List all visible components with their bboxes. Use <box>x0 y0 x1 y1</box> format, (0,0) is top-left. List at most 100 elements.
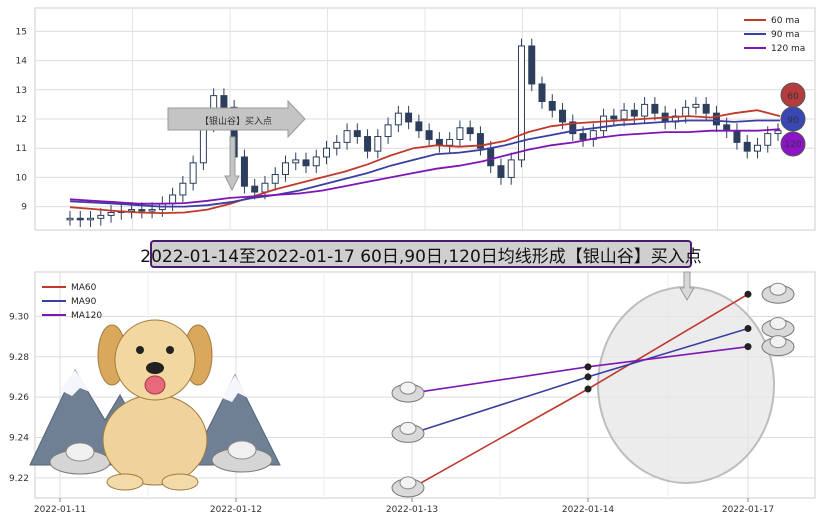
candle-body <box>302 159 310 167</box>
candle-body <box>169 194 177 205</box>
candle-body <box>753 144 761 152</box>
candle-body <box>333 141 341 149</box>
candle-body <box>487 147 495 167</box>
candle-body <box>189 162 197 184</box>
silver-ingot-icon <box>761 317 795 338</box>
bottom-y-tick-label: 9.28 <box>9 353 29 363</box>
ingot-top <box>399 476 417 490</box>
candle-body <box>138 209 146 212</box>
candle-body <box>405 112 413 123</box>
ma-badge-label-120: 120 <box>784 140 801 150</box>
bottom-y-tick-label: 9.30 <box>9 312 29 322</box>
crossover-highlight-circle <box>597 286 775 484</box>
candle-body <box>220 95 228 108</box>
bottom-y-tick-label: 9.24 <box>9 433 29 443</box>
buy-point-callout-arrow <box>167 99 306 139</box>
top-ma120-line <box>69 128 781 205</box>
candle-body <box>261 182 269 193</box>
candle-body <box>600 115 608 132</box>
candle-body <box>559 109 567 123</box>
candle-body <box>712 112 720 126</box>
candle-body <box>415 121 423 132</box>
candle-body <box>517 45 525 161</box>
bottom-y-tick-label: 9.22 <box>9 474 29 484</box>
top-y-tick-label: 9 <box>21 203 27 213</box>
candle-body <box>76 217 84 221</box>
bottom-ma60-point <box>744 290 752 298</box>
bottom-x-tick-label: 2022-01-14 <box>562 505 615 515</box>
candle-body <box>651 103 659 114</box>
dog-eye-right <box>166 346 174 354</box>
bottom-x-tick-label: 2022-01-11 <box>34 505 86 515</box>
bottom-y-tick-label: 9.26 <box>9 393 29 403</box>
candle-body <box>292 159 300 164</box>
ingot-top <box>769 335 787 349</box>
ingot-top <box>769 282 787 296</box>
candle-body <box>323 147 331 158</box>
candle-body <box>148 209 156 212</box>
top-y-tick-label: 11 <box>16 144 27 154</box>
ma-badge-120 <box>780 131 806 157</box>
dog-eye-left <box>136 346 144 354</box>
candle-body <box>394 112 402 126</box>
dog-body <box>102 394 208 486</box>
bottom-ma90-point <box>744 325 752 332</box>
silver-ingot-icon <box>391 381 425 403</box>
candle-body <box>641 103 649 117</box>
candle-body <box>466 127 474 135</box>
top-legend-label-ma120: 120 ma <box>771 44 805 54</box>
candle-body <box>353 130 361 138</box>
silver-ingot-icon <box>391 476 425 498</box>
mountain-snow-right <box>222 375 248 402</box>
candle-body <box>764 133 772 146</box>
candle-body <box>630 109 638 117</box>
candle-body <box>384 124 392 138</box>
candle-body <box>476 133 484 149</box>
silver-ingot-icon <box>761 335 795 357</box>
top-legend-label-ma60: 60 ma <box>771 16 800 26</box>
candle-body <box>497 165 505 178</box>
bottom-x-tick-label: 2022-01-17 <box>722 505 774 515</box>
top-y-tick-label: 10 <box>16 173 28 183</box>
candle-body <box>692 103 700 108</box>
ingot-top <box>399 381 417 395</box>
top-y-tick-label: 13 <box>16 86 27 96</box>
bottom-x-tick-label: 2022-01-12 <box>210 505 262 515</box>
silver-ingot-icon <box>761 282 795 304</box>
candle-body <box>97 214 105 219</box>
bottom-x-tick-label: 2022-01-13 <box>386 505 438 515</box>
candle-body <box>240 156 248 187</box>
candle-body <box>733 130 741 143</box>
dog-nose <box>146 362 164 374</box>
bottom-legend-label-ma90: MA90 <box>71 297 97 307</box>
candle-body <box>538 83 546 102</box>
buy-point-down-arrow <box>224 136 240 192</box>
ma-badge-label-60: 60 <box>787 92 799 102</box>
candle-body <box>66 217 74 221</box>
ingot-left-top <box>65 442 95 462</box>
candle-body <box>507 159 515 178</box>
ma-badge-90 <box>780 106 806 132</box>
bottom-legend-label-ma120: MA120 <box>71 311 102 321</box>
dog-mascot-illustration <box>29 319 281 491</box>
candle-body <box>199 124 207 164</box>
top-legend-label-ma90: 90 ma <box>771 30 800 40</box>
candle-body <box>682 106 690 117</box>
candle-body <box>702 103 710 114</box>
dog-paw-left <box>106 473 144 491</box>
candle-body <box>579 133 587 140</box>
mountain-snow-left <box>60 370 90 396</box>
candle-body <box>456 127 464 140</box>
ingot-top <box>769 317 787 330</box>
candle-body <box>610 115 618 120</box>
bottom-legend-label-ma60: MA60 <box>71 283 97 293</box>
candle-body <box>374 136 382 152</box>
candle-body <box>281 162 289 176</box>
candle-body <box>569 121 577 135</box>
ingot-top <box>399 421 417 435</box>
candle-body <box>312 156 320 167</box>
candle-body <box>107 211 115 216</box>
ma-badge-label-90: 90 <box>787 116 799 126</box>
buy-point-callout-label: 【银山谷】买入点 <box>200 115 272 127</box>
top-y-tick-label: 15 <box>16 27 27 37</box>
